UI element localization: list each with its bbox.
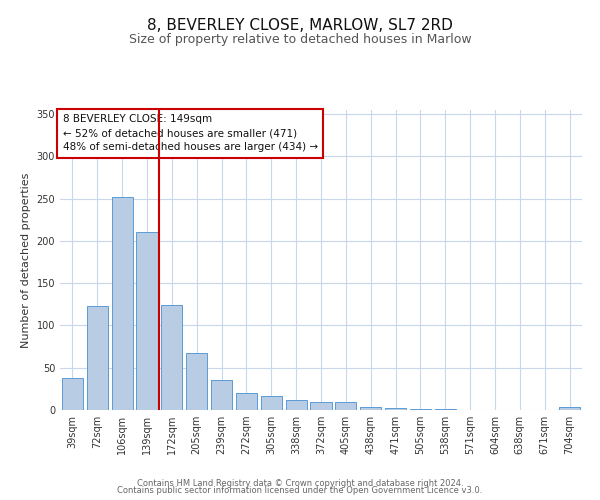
Bar [87,306,108,410]
Bar [236,393,257,410]
Bar [261,396,282,410]
Bar [559,408,580,410]
Bar [310,402,332,410]
Bar [136,232,158,410]
Bar [435,409,456,410]
Bar [286,400,307,410]
Text: Size of property relative to detached houses in Marlow: Size of property relative to detached ho… [128,32,472,46]
Bar [186,352,207,410]
Bar [62,378,83,410]
Text: 8, BEVERLEY CLOSE, MARLOW, SL7 2RD: 8, BEVERLEY CLOSE, MARLOW, SL7 2RD [147,18,453,32]
Bar [360,406,381,410]
Bar [335,402,356,410]
Text: Contains HM Land Registry data © Crown copyright and database right 2024.: Contains HM Land Registry data © Crown c… [137,478,463,488]
Bar [410,409,431,410]
Bar [161,305,182,410]
Y-axis label: Number of detached properties: Number of detached properties [21,172,31,348]
Bar [211,380,232,410]
Text: 8 BEVERLEY CLOSE: 149sqm
← 52% of detached houses are smaller (471)
48% of semi-: 8 BEVERLEY CLOSE: 149sqm ← 52% of detach… [62,114,318,152]
Bar [385,408,406,410]
Text: Contains public sector information licensed under the Open Government Licence v3: Contains public sector information licen… [118,486,482,495]
Bar [112,197,133,410]
